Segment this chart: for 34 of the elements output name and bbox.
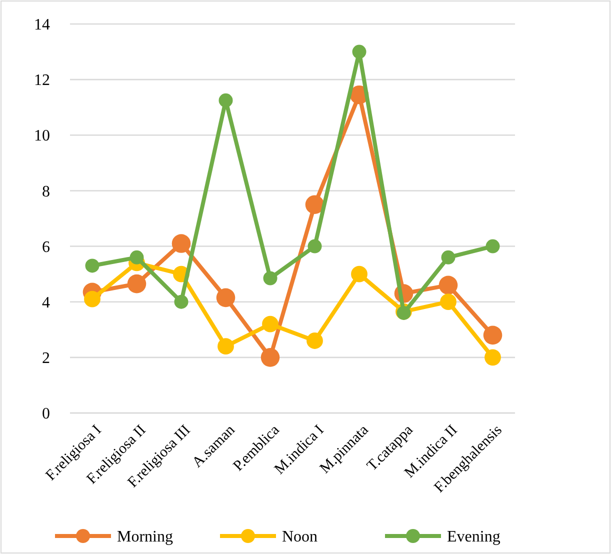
point [440, 294, 456, 310]
y-tick-label: 4 [42, 294, 50, 312]
y-tick-label: 0 [42, 406, 50, 423]
point [263, 271, 278, 286]
legend-label: Morning [117, 528, 173, 546]
y-tick-label: 14 [34, 16, 50, 34]
point [352, 44, 366, 59]
point [262, 316, 278, 332]
point [308, 239, 322, 254]
point [218, 93, 233, 108]
point [172, 234, 191, 253]
point [84, 290, 100, 308]
y-tick-label: 10 [34, 128, 50, 145]
point [85, 258, 100, 273]
point [130, 250, 144, 264]
point [260, 348, 280, 367]
legend-label: Evening [447, 528, 500, 546]
y-tick-label: 8 [42, 183, 50, 200]
y-tick-label: 2 [42, 350, 50, 368]
point [483, 326, 502, 345]
point [351, 266, 368, 282]
point [438, 276, 458, 295]
point [218, 338, 234, 355]
point [216, 288, 236, 308]
point [484, 349, 501, 366]
point [306, 332, 323, 349]
legend-label: Noon [282, 528, 318, 546]
point [174, 294, 188, 309]
point [486, 239, 500, 254]
y-tick-label: 12 [34, 72, 50, 90]
point [305, 195, 324, 214]
y-tick-label: 6 [42, 238, 50, 256]
point [127, 274, 146, 294]
point [441, 250, 456, 264]
